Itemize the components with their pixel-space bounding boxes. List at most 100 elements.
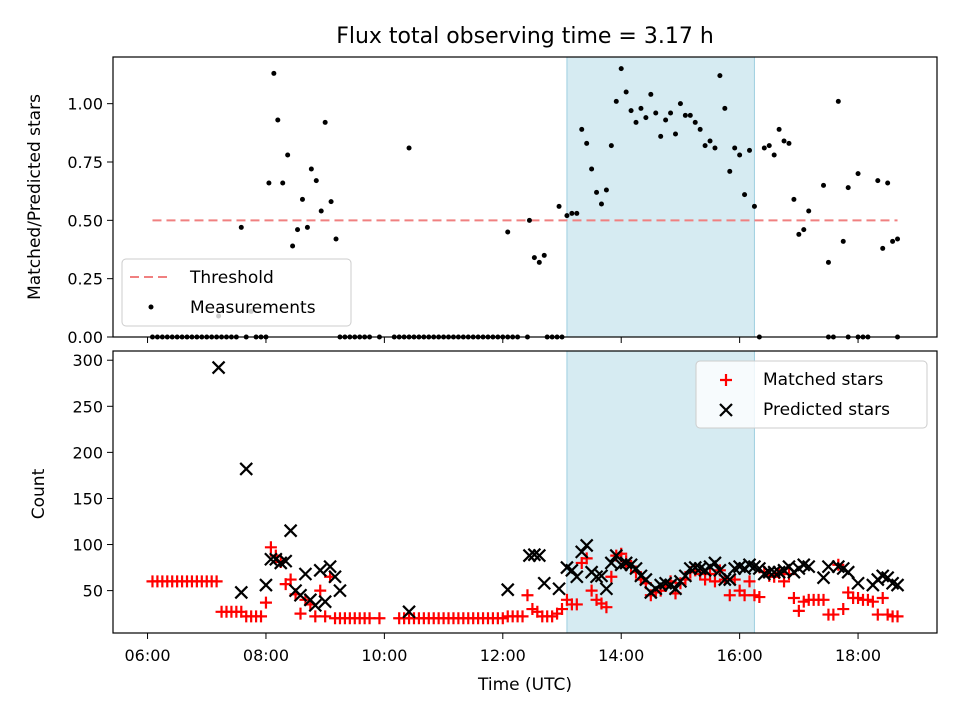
matched-point — [210, 575, 223, 588]
measurement-point — [608, 143, 614, 149]
predicted-point — [211, 360, 226, 375]
measurement-point — [766, 143, 772, 149]
measurement-point — [717, 73, 723, 79]
measurement-point — [526, 217, 532, 223]
bottom-y-axis-label: Count — [29, 468, 49, 519]
measurement-point — [727, 168, 733, 174]
legend-measurements-label: Measurements — [190, 298, 316, 318]
measurement-point — [825, 259, 831, 265]
predicted-point — [762, 565, 777, 579]
predicted-point — [259, 578, 273, 592]
measurement-point — [796, 231, 802, 237]
measurement-point — [238, 224, 244, 230]
predicted-point — [890, 578, 905, 592]
predicted-point — [722, 572, 737, 587]
measurement-point — [290, 243, 296, 249]
top-legend-box — [121, 258, 352, 327]
predicted-point — [308, 598, 323, 613]
measurement-point — [531, 255, 537, 261]
measurement-point — [801, 227, 807, 233]
matched-point — [723, 589, 736, 602]
predicted-point — [718, 572, 732, 587]
measurement-point — [747, 147, 753, 153]
measurement-point — [895, 236, 901, 242]
bottom-x-tick-label: 06:00 — [124, 646, 170, 665]
measurement-point — [751, 203, 757, 209]
measurement-point — [712, 145, 718, 151]
bottom-axes-frame — [112, 350, 938, 634]
legend-matched-label: Matched stars — [763, 370, 883, 390]
matched-point — [600, 601, 613, 614]
figure-title: Flux total observing time = 3.17 h — [336, 24, 714, 49]
bottom-x-tick-label: 18:00 — [835, 646, 881, 665]
predicted-point — [278, 554, 293, 568]
measurement-point — [633, 119, 639, 125]
measurement-point — [890, 238, 896, 244]
measurement-point — [835, 98, 841, 104]
predicted-point — [234, 585, 249, 600]
matched-point — [787, 591, 800, 604]
predicted-point — [589, 570, 604, 584]
predicted-point — [851, 576, 865, 591]
measurement-point — [322, 119, 328, 125]
measurement-point — [845, 185, 851, 191]
bottom-x-tick-label: 12:00 — [480, 646, 526, 665]
measurement-point — [328, 199, 334, 205]
bottom-legend: Matched stars Predicted stars — [695, 360, 928, 429]
top-panel: 0.00 0.25 0.50 0.75 1.00 Matched/Predicted s… — [25, 56, 938, 347]
measurement-point — [786, 140, 792, 146]
measurement-point — [536, 259, 542, 265]
measurement-point — [603, 187, 609, 193]
predicted-point — [537, 576, 552, 591]
predicted-point — [293, 588, 308, 602]
measurement-point — [505, 229, 511, 235]
matched-point — [837, 603, 850, 616]
matched-point — [866, 595, 879, 608]
predicted-point — [402, 605, 416, 619]
measurement-point — [771, 152, 777, 158]
top-x-ticks — [147, 337, 859, 343]
predicted-point — [298, 567, 313, 581]
top-legend: Threshold Measurements — [121, 258, 352, 327]
measurement-point — [855, 171, 861, 177]
bottom-x-tick-label: 14:00 — [598, 646, 644, 665]
top-y-tick-label: 0.75 — [67, 153, 103, 172]
predicted-point — [629, 561, 643, 576]
bottom-x-tick-label: 08:00 — [243, 646, 289, 665]
predicted-point — [668, 581, 683, 596]
measurement-point — [668, 110, 674, 116]
measurement-point — [271, 70, 277, 76]
measurement-point — [702, 143, 708, 149]
bottom-y-tick-label: 50 — [83, 582, 103, 601]
matched-point — [876, 591, 889, 604]
predicted-point — [816, 570, 831, 585]
measurement-point — [663, 117, 669, 123]
predicted-point — [841, 565, 855, 579]
predicted-point — [599, 581, 614, 596]
bottom-x-tick-label: 16:00 — [717, 646, 763, 665]
measurement-point — [643, 115, 649, 121]
predicted-point — [318, 594, 332, 609]
measurement-point — [308, 166, 314, 172]
measurement-point — [584, 140, 590, 146]
measurement-point — [781, 138, 787, 144]
top-highlight-span — [566, 56, 755, 338]
matched-point — [556, 603, 569, 616]
measurement-point — [618, 66, 624, 72]
measurement-point — [672, 131, 678, 137]
matched-point — [792, 604, 805, 617]
matched-point — [264, 541, 277, 554]
top-y-tick-label: 0.00 — [67, 328, 103, 347]
predicted-point — [283, 523, 298, 538]
measurement-point — [653, 110, 659, 116]
measurement-point — [880, 245, 886, 251]
matched-point — [817, 593, 830, 606]
measurement-point — [791, 196, 797, 202]
measurement-point — [761, 145, 767, 151]
predicted-point — [239, 462, 253, 476]
measurement-point — [285, 152, 291, 158]
matched-point — [319, 610, 332, 623]
measurement-point — [623, 89, 629, 95]
measurement-point — [406, 145, 412, 151]
measurement-point — [569, 210, 575, 216]
